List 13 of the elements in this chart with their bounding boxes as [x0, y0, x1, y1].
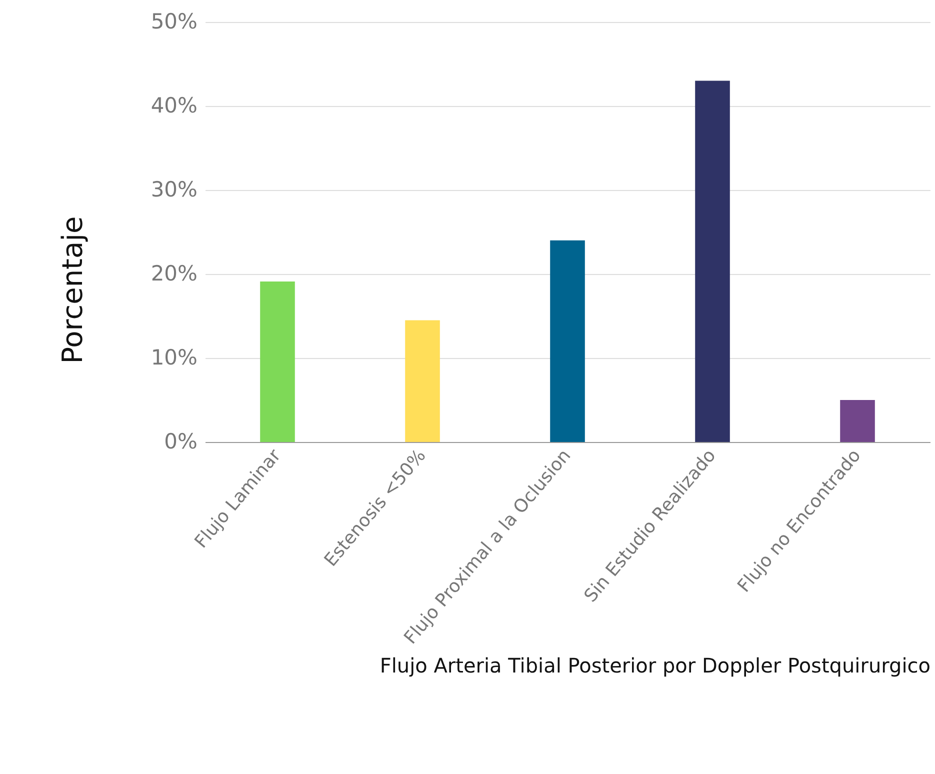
bar [840, 400, 875, 442]
y-tick-label: 10% [150, 346, 198, 370]
y-tick-label: 40% [150, 94, 198, 118]
bar [695, 80, 730, 442]
y-tick-label: 0% [164, 430, 198, 454]
y-tick-label: 50% [150, 10, 198, 34]
y-tick-label: 30% [150, 178, 198, 202]
y-axis-title: Porcentaje [56, 216, 89, 364]
bar [550, 240, 585, 442]
bar [260, 282, 295, 442]
bar [405, 320, 440, 442]
x-axis-title: Flujo Arteria Tibial Posterior por Doppler Postquirurgico [380, 654, 930, 678]
y-tick-label: 20% [150, 262, 198, 286]
